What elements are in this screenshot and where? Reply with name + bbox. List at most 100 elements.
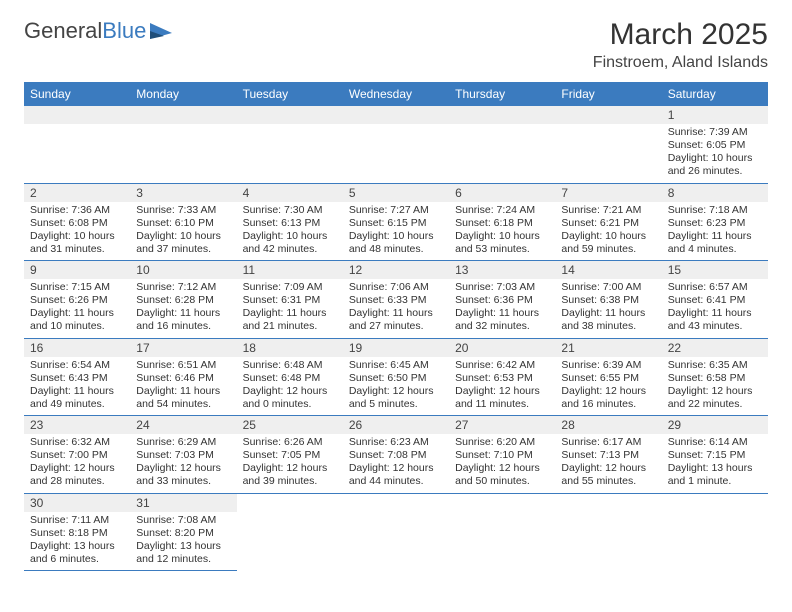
calendar-cell: [24, 106, 130, 183]
calendar-cell: 12Sunrise: 7:06 AMSunset: 6:33 PMDayligh…: [343, 261, 449, 339]
sunrise-line: Sunrise: 7:08 AM: [136, 514, 230, 527]
daylight-line: Daylight: 10 hours and 48 minutes.: [349, 230, 443, 256]
weekday-header: Friday: [555, 82, 661, 106]
sunset-line: Sunset: 6:13 PM: [243, 217, 337, 230]
day-number: 6: [449, 184, 555, 202]
sunrise-line: Sunrise: 6:23 AM: [349, 436, 443, 449]
sunset-line: Sunset: 7:15 PM: [668, 449, 762, 462]
calendar-row: 30Sunrise: 7:11 AMSunset: 8:18 PMDayligh…: [24, 493, 768, 571]
sunset-line: Sunset: 7:03 PM: [136, 449, 230, 462]
day-details: Sunrise: 7:08 AMSunset: 8:20 PMDaylight:…: [130, 512, 236, 571]
sunset-line: Sunset: 6:48 PM: [243, 372, 337, 385]
sunrise-line: Sunrise: 7:39 AM: [668, 126, 762, 139]
calendar-cell: 9Sunrise: 7:15 AMSunset: 6:26 PMDaylight…: [24, 261, 130, 339]
day-number: 15: [662, 261, 768, 279]
sunset-line: Sunset: 8:18 PM: [30, 527, 124, 540]
calendar-cell: 14Sunrise: 7:00 AMSunset: 6:38 PMDayligh…: [555, 261, 661, 339]
sunset-line: Sunset: 6:05 PM: [668, 139, 762, 152]
daylight-line: Daylight: 12 hours and 33 minutes.: [136, 462, 230, 488]
sunrise-line: Sunrise: 6:26 AM: [243, 436, 337, 449]
day-number: 20: [449, 339, 555, 357]
day-details: Sunrise: 7:09 AMSunset: 6:31 PMDaylight:…: [237, 279, 343, 338]
empty-daynum: [343, 106, 449, 124]
sunset-line: Sunset: 6:41 PM: [668, 294, 762, 307]
daylight-line: Daylight: 10 hours and 42 minutes.: [243, 230, 337, 256]
day-number: 10: [130, 261, 236, 279]
calendar-row: 9Sunrise: 7:15 AMSunset: 6:26 PMDaylight…: [24, 261, 768, 339]
day-number: 4: [237, 184, 343, 202]
sunrise-line: Sunrise: 6:14 AM: [668, 436, 762, 449]
empty-daynum: [24, 106, 130, 124]
day-number: 28: [555, 416, 661, 434]
calendar-row: 2Sunrise: 7:36 AMSunset: 6:08 PMDaylight…: [24, 183, 768, 261]
day-number: 17: [130, 339, 236, 357]
daylight-line: Daylight: 11 hours and 16 minutes.: [136, 307, 230, 333]
daylight-line: Daylight: 11 hours and 21 minutes.: [243, 307, 337, 333]
day-number: 29: [662, 416, 768, 434]
calendar-row: 1Sunrise: 7:39 AMSunset: 6:05 PMDaylight…: [24, 106, 768, 183]
sunset-line: Sunset: 7:05 PM: [243, 449, 337, 462]
daylight-line: Daylight: 11 hours and 54 minutes.: [136, 385, 230, 411]
calendar-cell: 10Sunrise: 7:12 AMSunset: 6:28 PMDayligh…: [130, 261, 236, 339]
calendar-body: 1Sunrise: 7:39 AMSunset: 6:05 PMDaylight…: [24, 106, 768, 571]
day-details: Sunrise: 7:03 AMSunset: 6:36 PMDaylight:…: [449, 279, 555, 338]
day-details: Sunrise: 7:12 AMSunset: 6:28 PMDaylight:…: [130, 279, 236, 338]
calendar-cell: [449, 493, 555, 571]
calendar-cell: [662, 493, 768, 571]
calendar-cell: 7Sunrise: 7:21 AMSunset: 6:21 PMDaylight…: [555, 183, 661, 261]
day-details: Sunrise: 6:23 AMSunset: 7:08 PMDaylight:…: [343, 434, 449, 493]
day-details: Sunrise: 6:20 AMSunset: 7:10 PMDaylight:…: [449, 434, 555, 493]
weekday-header: Monday: [130, 82, 236, 106]
sunset-line: Sunset: 6:10 PM: [136, 217, 230, 230]
sunrise-line: Sunrise: 7:18 AM: [668, 204, 762, 217]
sunrise-line: Sunrise: 7:09 AM: [243, 281, 337, 294]
calendar-cell: 26Sunrise: 6:23 AMSunset: 7:08 PMDayligh…: [343, 416, 449, 494]
daylight-line: Daylight: 13 hours and 12 minutes.: [136, 540, 230, 566]
sunset-line: Sunset: 7:13 PM: [561, 449, 655, 462]
day-number: 25: [237, 416, 343, 434]
sunrise-line: Sunrise: 7:03 AM: [455, 281, 549, 294]
day-details: Sunrise: 7:21 AMSunset: 6:21 PMDaylight:…: [555, 202, 661, 261]
logo-text-1: General: [24, 18, 102, 44]
daylight-line: Daylight: 11 hours and 4 minutes.: [668, 230, 762, 256]
calendar-cell: 15Sunrise: 6:57 AMSunset: 6:41 PMDayligh…: [662, 261, 768, 339]
calendar-cell: 21Sunrise: 6:39 AMSunset: 6:55 PMDayligh…: [555, 338, 661, 416]
calendar-cell: 25Sunrise: 6:26 AMSunset: 7:05 PMDayligh…: [237, 416, 343, 494]
sunset-line: Sunset: 6:18 PM: [455, 217, 549, 230]
calendar-cell: 1Sunrise: 7:39 AMSunset: 6:05 PMDaylight…: [662, 106, 768, 183]
title-block: March 2025 Finstroem, Aland Islands: [593, 18, 768, 72]
sunrise-line: Sunrise: 6:32 AM: [30, 436, 124, 449]
calendar-head: SundayMondayTuesdayWednesdayThursdayFrid…: [24, 82, 768, 106]
calendar-cell: 2Sunrise: 7:36 AMSunset: 6:08 PMDaylight…: [24, 183, 130, 261]
weekday-header: Saturday: [662, 82, 768, 106]
sunrise-line: Sunrise: 7:33 AM: [136, 204, 230, 217]
day-number: 3: [130, 184, 236, 202]
sunset-line: Sunset: 7:00 PM: [30, 449, 124, 462]
sunset-line: Sunset: 6:53 PM: [455, 372, 549, 385]
sunrise-line: Sunrise: 6:54 AM: [30, 359, 124, 372]
daylight-line: Daylight: 13 hours and 6 minutes.: [30, 540, 124, 566]
calendar-cell: 19Sunrise: 6:45 AMSunset: 6:50 PMDayligh…: [343, 338, 449, 416]
sunset-line: Sunset: 6:26 PM: [30, 294, 124, 307]
calendar-cell: 31Sunrise: 7:08 AMSunset: 8:20 PMDayligh…: [130, 493, 236, 571]
weekday-header: Tuesday: [237, 82, 343, 106]
sunrise-line: Sunrise: 7:27 AM: [349, 204, 443, 217]
day-number: 22: [662, 339, 768, 357]
day-details: Sunrise: 7:27 AMSunset: 6:15 PMDaylight:…: [343, 202, 449, 261]
weekday-header: Sunday: [24, 82, 130, 106]
day-number: 7: [555, 184, 661, 202]
month-title: March 2025: [593, 18, 768, 52]
sunrise-line: Sunrise: 6:42 AM: [455, 359, 549, 372]
day-details: Sunrise: 6:51 AMSunset: 6:46 PMDaylight:…: [130, 357, 236, 416]
daylight-line: Daylight: 10 hours and 53 minutes.: [455, 230, 549, 256]
calendar-cell: 27Sunrise: 6:20 AMSunset: 7:10 PMDayligh…: [449, 416, 555, 494]
calendar-cell: 3Sunrise: 7:33 AMSunset: 6:10 PMDaylight…: [130, 183, 236, 261]
daylight-line: Daylight: 12 hours and 11 minutes.: [455, 385, 549, 411]
sunrise-line: Sunrise: 6:35 AM: [668, 359, 762, 372]
sunset-line: Sunset: 6:23 PM: [668, 217, 762, 230]
calendar-cell: [555, 493, 661, 571]
sunset-line: Sunset: 6:50 PM: [349, 372, 443, 385]
day-number: 9: [24, 261, 130, 279]
calendar-cell: 28Sunrise: 6:17 AMSunset: 7:13 PMDayligh…: [555, 416, 661, 494]
day-details: Sunrise: 7:39 AMSunset: 6:05 PMDaylight:…: [662, 124, 768, 183]
